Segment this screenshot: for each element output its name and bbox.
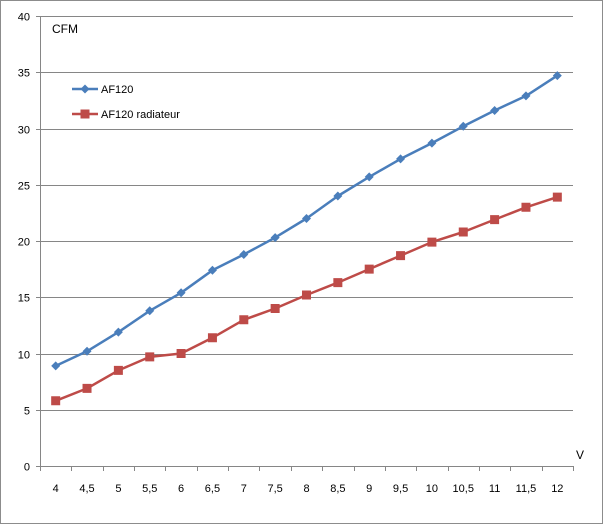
- data-point: [490, 215, 500, 225]
- data-point: [176, 349, 186, 358]
- y-tick-label: 30: [18, 125, 30, 137]
- y-axis-ticks: 0 5 10 15 20 25 30 35 40: [18, 12, 40, 474]
- data-point: [113, 365, 123, 375]
- x-tick-label: 10,5: [453, 483, 474, 495]
- data-point: [302, 290, 311, 300]
- x-tick-label: 7,5: [267, 483, 282, 495]
- data-point: [270, 233, 280, 243]
- x-tick-label: 4: [53, 483, 59, 495]
- series-af120: [51, 71, 562, 371]
- data-point: [333, 278, 343, 288]
- data-point: [82, 383, 92, 393]
- data-point: [239, 250, 249, 259]
- data-point: [51, 396, 61, 406]
- y-tick-label: 15: [18, 293, 30, 305]
- data-point: [145, 306, 155, 316]
- data-point: [270, 304, 280, 313]
- data-point: [427, 138, 437, 148]
- data-point: [207, 265, 217, 275]
- x-tick-label: 8: [303, 483, 309, 495]
- x-tick-label: 11,5: [516, 483, 537, 495]
- x-tick-label: 9,5: [393, 483, 408, 495]
- x-axis-label: V: [576, 448, 584, 462]
- data-point: [490, 106, 500, 115]
- x-tick-label: 12: [551, 483, 563, 495]
- y-tick-label: 5: [24, 406, 30, 418]
- legend-label-af120: AF120: [101, 84, 133, 96]
- x-tick-label: 7: [241, 483, 247, 495]
- y-tick-label: 20: [18, 237, 30, 249]
- x-tick-label: 6: [178, 483, 184, 495]
- data-point: [396, 154, 406, 164]
- data-point: [427, 237, 437, 247]
- legend-entry-af120-radiateur: AF120 radiateur: [72, 109, 180, 121]
- legend-entry-af120: AF120: [72, 84, 133, 96]
- y-axis-label: CFM: [52, 22, 78, 36]
- data-point: [521, 91, 531, 101]
- x-tick-label: 6,5: [205, 483, 220, 495]
- series-layer: [51, 71, 562, 406]
- x-tick-label: 10: [426, 483, 438, 495]
- data-point: [521, 202, 531, 212]
- x-tick-label: 4,5: [79, 483, 94, 495]
- gridlines: [40, 16, 573, 411]
- y-tick-label: 10: [18, 350, 30, 362]
- axes: [40, 16, 573, 467]
- data-point: [552, 192, 562, 202]
- legend-label-af120-radiateur: AF120 radiateur: [101, 109, 180, 121]
- data-point: [113, 327, 123, 337]
- data-point: [333, 191, 343, 201]
- data-point: [82, 346, 92, 356]
- data-point: [145, 352, 155, 362]
- y-tick-label: 25: [18, 181, 30, 193]
- data-point: [458, 121, 468, 131]
- data-point: [396, 251, 406, 261]
- series-af120-radiateur: [51, 192, 562, 406]
- x-tick-label: 5: [115, 483, 121, 495]
- data-point: [176, 288, 186, 298]
- x-tick-label: 9: [366, 483, 372, 495]
- legend: AF120 AF120 radiateur: [72, 84, 180, 121]
- y-tick-label: 40: [18, 12, 30, 24]
- data-point: [239, 315, 249, 325]
- data-point: [552, 71, 562, 81]
- data-point: [207, 333, 217, 343]
- data-point: [51, 361, 61, 371]
- y-tick-label: 35: [18, 68, 30, 80]
- legend-marker-af120-radiateur: [80, 109, 90, 119]
- data-point: [364, 264, 374, 274]
- x-axis-ticks: 4 4,5 5 5,5 6 6,5 7 7,5 8 8,5 9 9,5 10 10,5 11 11,5 12: [40, 466, 574, 495]
- legend-marker-af120: [80, 84, 90, 94]
- x-tick-label: 11: [489, 483, 500, 495]
- x-tick-label: 8,5: [330, 483, 345, 495]
- y-tick-label: 0: [24, 462, 30, 474]
- data-point: [458, 227, 468, 237]
- x-tick-label: 5,5: [142, 483, 157, 495]
- data-point: [364, 172, 374, 182]
- data-point: [302, 214, 311, 223]
